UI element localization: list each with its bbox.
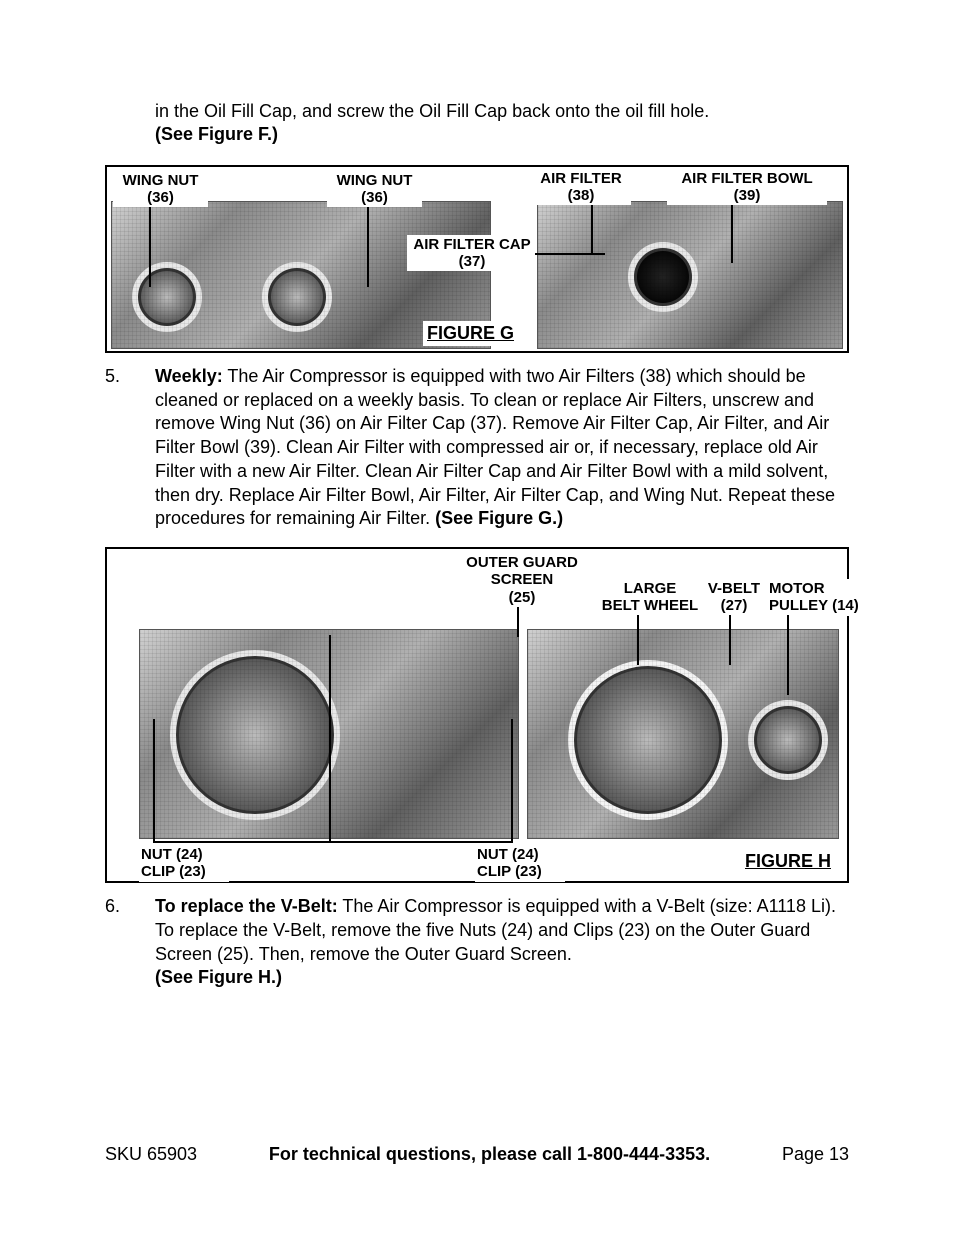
para5-number: 5. (105, 365, 155, 531)
figure-h-box: OUTER GUARD SCREEN (25) LARGE BELT WHEEL… (105, 547, 849, 883)
leader-line (729, 615, 731, 665)
page-footer: SKU 65903 For technical questions, pleas… (105, 1144, 849, 1165)
leader-line (329, 635, 331, 843)
footer-sku: SKU 65903 (105, 1144, 197, 1165)
label-v-belt: V-BELT (27) (699, 579, 769, 616)
label-large-belt-wheel: LARGE BELT WHEEL (595, 579, 705, 616)
leader-line (591, 205, 593, 255)
leader-line (149, 207, 151, 287)
leader-line (511, 719, 513, 843)
footer-support-phone: For technical questions, please call 1-8… (269, 1144, 710, 1165)
label-motor-pulley: MOTOR PULLEY (14) (767, 579, 877, 616)
label-air-filter: AIR FILTER (38) (531, 169, 631, 206)
leader-line (535, 253, 605, 255)
para6-number: 6. (105, 895, 155, 990)
paragraph-6: 6. To replace the V-Belt: The Air Compre… (105, 895, 849, 990)
figure-g-box: WING NUT (36) WING NUT (36) AIR FILTER C… (105, 165, 849, 353)
leader-line (787, 615, 789, 695)
para6-body: To replace the V-Belt: The Air Compresso… (155, 895, 849, 990)
figure-g-photo-right (537, 201, 843, 349)
leader-line (153, 719, 155, 843)
leader-line (153, 841, 513, 843)
footer-page-number: Page 13 (782, 1144, 849, 1165)
intro-line: in the Oil Fill Cap, and screw the Oil F… (155, 101, 709, 121)
leader-line (731, 205, 733, 263)
para5-body: Weekly: The Air Compressor is equipped w… (155, 365, 849, 531)
label-nut-clip-right: NUT (24) CLIP (23) (475, 845, 565, 882)
paragraph-5: 5. Weekly: The Air Compressor is equippe… (105, 365, 849, 531)
label-wing-nut-1: WING NUT (36) (113, 171, 208, 208)
leader-line (637, 615, 639, 665)
label-air-filter-cap: AIR FILTER CAP (37) (407, 235, 537, 272)
leader-line (367, 207, 369, 287)
figure-h-photo-right (527, 629, 839, 839)
label-nut-clip-left: NUT (24) CLIP (23) (139, 845, 229, 882)
label-outer-guard-screen: OUTER GUARD SCREEN (25) (457, 553, 587, 607)
intro-paragraph: in the Oil Fill Cap, and screw the Oil F… (155, 100, 849, 147)
label-wing-nut-2: WING NUT (36) (327, 171, 422, 208)
figure-h-title: FIGURE H (741, 849, 835, 874)
figure-g-title: FIGURE G (423, 321, 518, 346)
intro-see: (See Figure F.) (155, 124, 278, 144)
leader-line (517, 607, 519, 637)
label-air-filter-bowl: AIR FILTER BOWL (39) (667, 169, 827, 206)
